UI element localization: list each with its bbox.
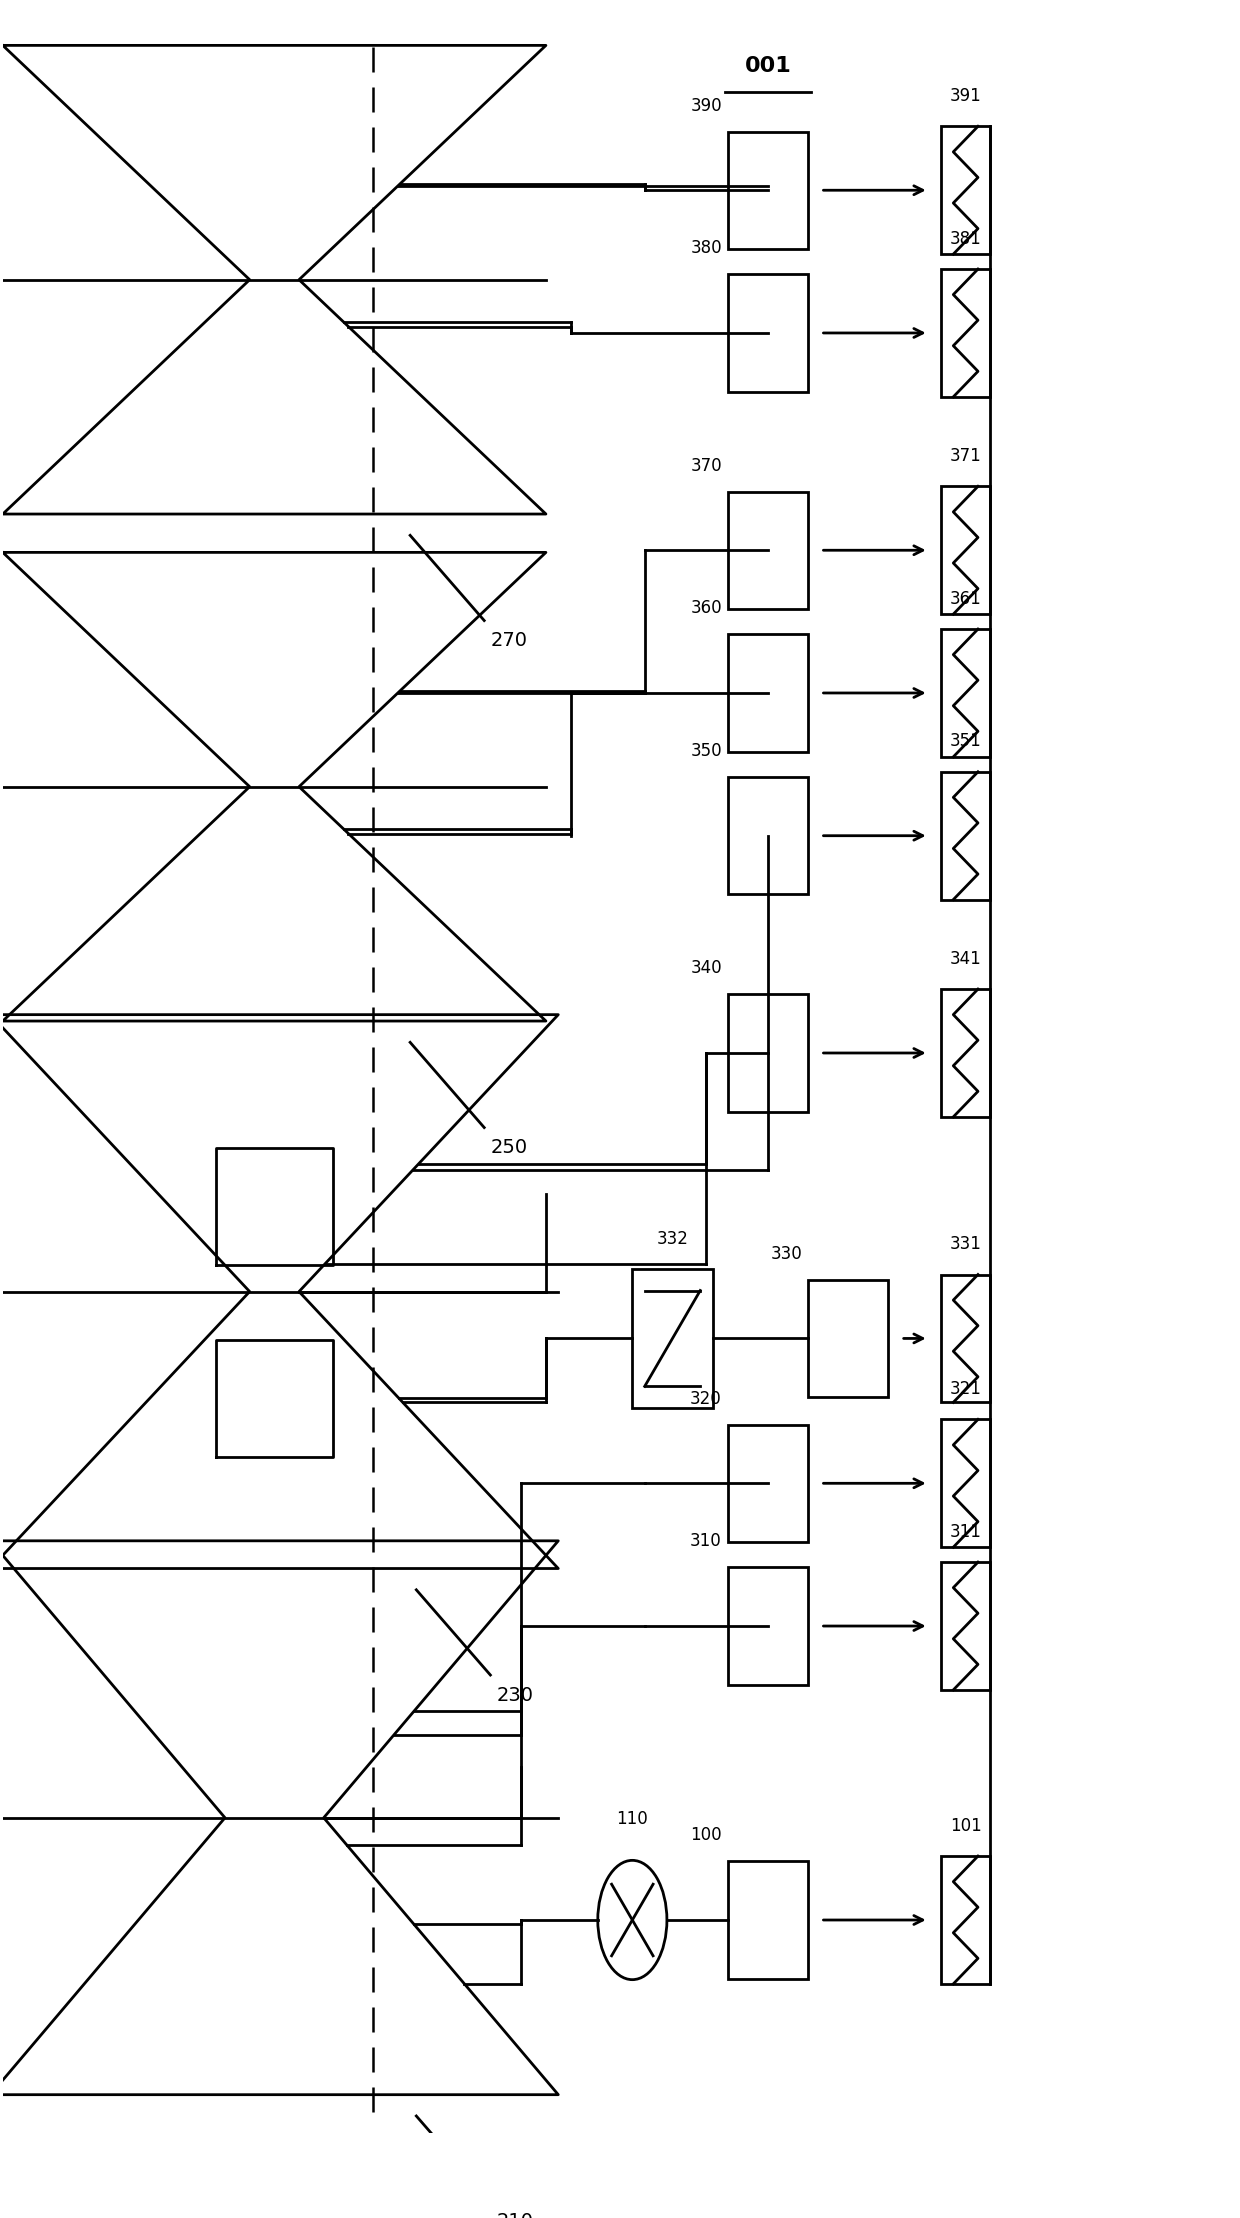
Bar bbox=[728, 776, 808, 894]
Bar bbox=[728, 492, 808, 608]
Bar bbox=[728, 994, 808, 1111]
Bar bbox=[941, 630, 991, 756]
Text: 210: 210 bbox=[496, 2211, 533, 2218]
Bar bbox=[941, 126, 991, 255]
Text: 371: 371 bbox=[950, 448, 982, 466]
Text: 360: 360 bbox=[691, 599, 722, 617]
Bar bbox=[941, 1420, 991, 1548]
Bar bbox=[728, 1568, 808, 1686]
Bar bbox=[941, 268, 991, 397]
Text: 101: 101 bbox=[950, 1817, 982, 1834]
Bar bbox=[941, 1856, 991, 1983]
Text: 350: 350 bbox=[691, 743, 722, 761]
Bar bbox=[728, 1861, 808, 1978]
Text: 361: 361 bbox=[950, 590, 982, 608]
Bar bbox=[728, 1424, 808, 1542]
Text: 391: 391 bbox=[950, 87, 982, 104]
Text: 270: 270 bbox=[490, 632, 527, 650]
Bar bbox=[728, 131, 808, 248]
Text: 380: 380 bbox=[691, 240, 722, 257]
Text: 310: 310 bbox=[691, 1533, 722, 1550]
Bar bbox=[941, 486, 991, 614]
Text: 250: 250 bbox=[490, 1138, 527, 1158]
Text: 110: 110 bbox=[616, 1810, 649, 1828]
Text: 340: 340 bbox=[691, 960, 722, 978]
Bar bbox=[941, 989, 991, 1118]
Text: 230: 230 bbox=[496, 1686, 533, 1706]
Bar bbox=[941, 772, 991, 901]
Text: 351: 351 bbox=[950, 732, 982, 750]
Text: 001: 001 bbox=[745, 55, 791, 75]
Bar bbox=[632, 1269, 713, 1408]
Bar bbox=[728, 634, 808, 752]
Bar bbox=[941, 1275, 991, 1402]
Text: 332: 332 bbox=[656, 1231, 688, 1249]
Text: 321: 321 bbox=[950, 1380, 982, 1397]
Text: 100: 100 bbox=[691, 1825, 722, 1845]
Bar bbox=[728, 275, 808, 393]
Text: 381: 381 bbox=[950, 231, 982, 248]
Text: 330: 330 bbox=[770, 1244, 802, 1262]
Text: 370: 370 bbox=[691, 457, 722, 475]
Text: 320: 320 bbox=[691, 1391, 722, 1408]
Text: 390: 390 bbox=[691, 98, 722, 115]
Bar bbox=[808, 1280, 889, 1397]
Text: 331: 331 bbox=[950, 1235, 982, 1253]
Bar bbox=[941, 1561, 991, 1690]
Text: 341: 341 bbox=[950, 949, 982, 967]
Text: 311: 311 bbox=[950, 1524, 982, 1542]
